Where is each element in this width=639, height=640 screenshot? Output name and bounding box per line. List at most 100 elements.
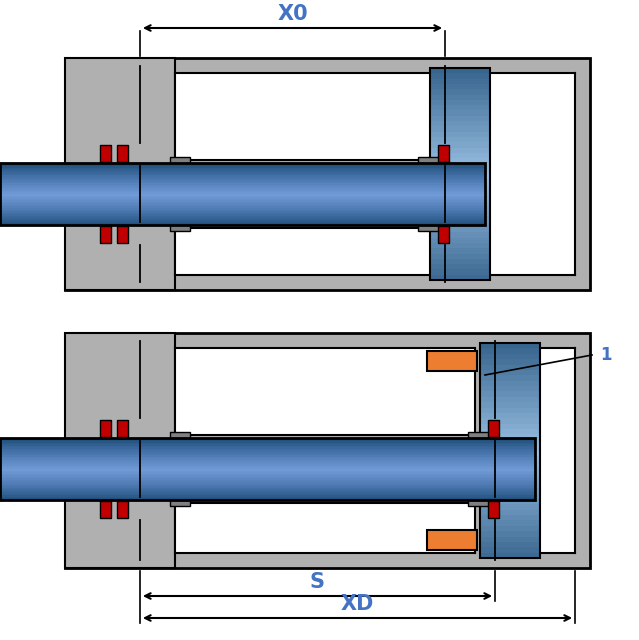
Bar bbox=[0, 211, 485, 212]
Bar bbox=[480, 552, 540, 558]
Bar bbox=[430, 142, 490, 147]
Bar bbox=[170, 432, 190, 440]
Bar bbox=[430, 84, 490, 89]
Bar bbox=[480, 547, 540, 552]
Bar bbox=[480, 435, 540, 440]
Bar bbox=[430, 174, 490, 179]
Bar bbox=[0, 484, 535, 486]
Bar bbox=[0, 451, 535, 452]
Bar bbox=[0, 470, 535, 472]
Bar bbox=[430, 248, 490, 253]
Bar bbox=[480, 375, 540, 381]
Bar bbox=[0, 191, 485, 193]
Text: 1: 1 bbox=[600, 346, 612, 364]
Bar bbox=[0, 164, 485, 166]
Bar bbox=[0, 443, 535, 444]
Bar bbox=[455, 73, 575, 275]
Bar bbox=[175, 228, 455, 275]
Bar bbox=[0, 193, 485, 194]
Bar bbox=[0, 497, 535, 499]
Bar bbox=[0, 478, 535, 480]
Text: XD: XD bbox=[341, 594, 374, 614]
Bar bbox=[480, 445, 540, 451]
Bar bbox=[480, 413, 540, 419]
Bar bbox=[0, 214, 485, 216]
Bar bbox=[480, 359, 540, 365]
Bar bbox=[430, 163, 490, 169]
Bar bbox=[430, 153, 490, 158]
Bar bbox=[0, 491, 535, 492]
Bar bbox=[480, 440, 540, 445]
Bar bbox=[0, 440, 535, 441]
Bar bbox=[480, 525, 540, 531]
Bar bbox=[0, 175, 485, 177]
Bar bbox=[427, 351, 477, 371]
Bar bbox=[0, 474, 535, 475]
Bar bbox=[0, 466, 535, 467]
Bar bbox=[0, 492, 535, 494]
Bar bbox=[480, 419, 540, 424]
Bar bbox=[0, 208, 485, 209]
Bar bbox=[430, 190, 490, 195]
Bar bbox=[0, 219, 485, 220]
Bar bbox=[0, 452, 535, 454]
Bar bbox=[0, 477, 535, 478]
Bar bbox=[0, 174, 485, 175]
Bar bbox=[0, 169, 485, 171]
Bar bbox=[430, 126, 490, 132]
Bar bbox=[0, 499, 535, 500]
Bar bbox=[0, 438, 535, 440]
Bar bbox=[0, 461, 535, 463]
Bar bbox=[430, 95, 490, 100]
Bar bbox=[0, 458, 535, 460]
Bar bbox=[0, 456, 535, 458]
Bar bbox=[0, 209, 485, 211]
Bar bbox=[117, 226, 128, 243]
Bar bbox=[0, 202, 485, 204]
Bar bbox=[488, 420, 499, 437]
Bar bbox=[480, 370, 540, 375]
Bar bbox=[480, 472, 540, 477]
Bar bbox=[0, 223, 485, 225]
Bar bbox=[430, 89, 490, 95]
Bar bbox=[0, 454, 535, 455]
Bar bbox=[0, 198, 485, 200]
Bar bbox=[430, 147, 490, 153]
Bar bbox=[430, 259, 490, 264]
Bar bbox=[430, 132, 490, 137]
Bar bbox=[480, 343, 540, 558]
Bar bbox=[0, 220, 485, 222]
Bar bbox=[430, 100, 490, 105]
Bar bbox=[65, 333, 175, 568]
Bar bbox=[480, 461, 540, 467]
Bar bbox=[0, 163, 485, 225]
Bar bbox=[430, 216, 490, 221]
Bar bbox=[480, 536, 540, 542]
Bar bbox=[0, 163, 485, 164]
Bar bbox=[510, 348, 575, 553]
Bar bbox=[0, 438, 535, 500]
Bar bbox=[100, 145, 111, 162]
Bar bbox=[0, 188, 485, 189]
Bar bbox=[0, 494, 535, 495]
Bar bbox=[0, 200, 485, 202]
Bar bbox=[430, 111, 490, 116]
Bar bbox=[430, 179, 490, 184]
Bar bbox=[117, 420, 128, 437]
Bar bbox=[480, 488, 540, 493]
Bar bbox=[0, 206, 485, 208]
Bar bbox=[0, 472, 535, 474]
Bar bbox=[438, 226, 449, 243]
Bar bbox=[480, 365, 540, 370]
Bar bbox=[0, 189, 485, 191]
Bar bbox=[430, 211, 490, 216]
Bar bbox=[170, 498, 190, 506]
Bar bbox=[0, 447, 535, 449]
Bar bbox=[480, 456, 540, 461]
Bar bbox=[480, 392, 540, 397]
Bar bbox=[0, 171, 485, 172]
Bar bbox=[0, 480, 535, 481]
Bar bbox=[100, 226, 111, 243]
Bar bbox=[0, 182, 485, 183]
Bar bbox=[0, 212, 485, 214]
